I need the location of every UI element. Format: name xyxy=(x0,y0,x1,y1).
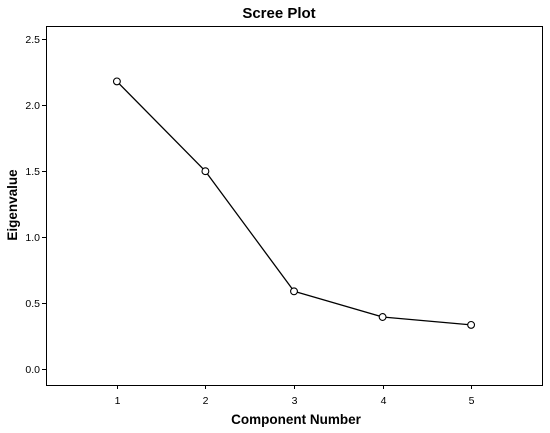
y-tick-label: 2.5 xyxy=(25,34,40,46)
y-tick-label: 0.5 xyxy=(25,298,40,310)
x-axis-title: Component Number xyxy=(231,412,361,427)
x-axis-ticks: 1 2 3 4 5 xyxy=(115,385,475,407)
data-point-marker xyxy=(290,287,298,296)
data-point-marker xyxy=(467,320,476,329)
x-tick-label: 5 xyxy=(469,395,475,407)
y-tick-label: 2.0 xyxy=(25,100,40,112)
x-tick-label: 2 xyxy=(203,395,209,407)
data-point-marker xyxy=(378,313,387,321)
x-tick-label: 3 xyxy=(292,395,298,407)
data-series xyxy=(112,77,476,329)
y-axis-ticks: 0.0 0.5 1.0 1.5 2.0 2.5 xyxy=(25,34,46,376)
x-tick-label: 4 xyxy=(381,395,387,407)
data-point-marker xyxy=(201,167,210,176)
data-point-marker xyxy=(112,77,121,86)
y-axis-title: Eigenvalue xyxy=(5,169,20,241)
y-tick-label: 1.0 xyxy=(25,232,40,244)
x-tick-label: 1 xyxy=(115,395,121,407)
y-tick-label: 1.5 xyxy=(25,166,40,178)
chart-title: Scree Plot xyxy=(242,5,315,22)
y-tick-label: 0.0 xyxy=(25,364,40,376)
